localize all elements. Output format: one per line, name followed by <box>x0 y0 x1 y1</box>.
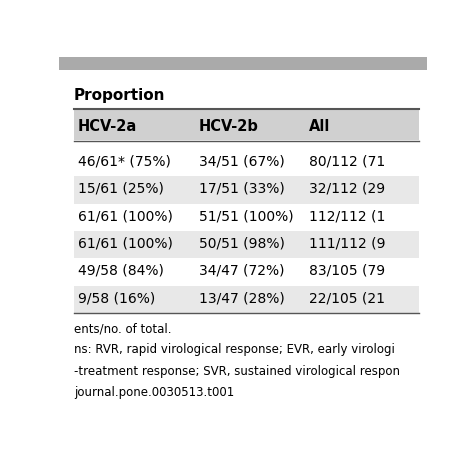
Text: 61/61 (100%): 61/61 (100%) <box>78 237 173 251</box>
Text: All: All <box>309 119 330 135</box>
FancyBboxPatch shape <box>74 176 419 204</box>
FancyBboxPatch shape <box>74 231 419 258</box>
Text: 9/58 (16%): 9/58 (16%) <box>78 292 155 305</box>
Text: 15/61 (25%): 15/61 (25%) <box>78 182 164 196</box>
Text: 83/105 (79: 83/105 (79 <box>309 264 385 278</box>
FancyBboxPatch shape <box>74 110 419 140</box>
Text: ents/no. of total.: ents/no. of total. <box>74 322 172 335</box>
Text: 22/105 (21: 22/105 (21 <box>309 292 385 305</box>
Text: 34/51 (67%): 34/51 (67%) <box>199 155 284 168</box>
Text: 32/112 (29: 32/112 (29 <box>309 182 385 196</box>
Text: 61/61 (100%): 61/61 (100%) <box>78 209 173 223</box>
Text: 50/51 (98%): 50/51 (98%) <box>199 237 285 251</box>
Text: 80/112 (71: 80/112 (71 <box>309 155 385 168</box>
FancyBboxPatch shape <box>59 57 427 70</box>
Text: 17/51 (33%): 17/51 (33%) <box>199 182 284 196</box>
Text: journal.pone.0030513.t001: journal.pone.0030513.t001 <box>74 386 234 399</box>
Text: 111/112 (9: 111/112 (9 <box>309 237 385 251</box>
Text: 34/47 (72%): 34/47 (72%) <box>199 264 284 278</box>
Text: ns: RVR, rapid virological response; EVR, early virologi: ns: RVR, rapid virological response; EVR… <box>74 343 395 356</box>
Text: 46/61* (75%): 46/61* (75%) <box>78 155 171 168</box>
FancyBboxPatch shape <box>74 286 419 313</box>
Text: Proportion: Proportion <box>74 88 165 103</box>
Text: 13/47 (28%): 13/47 (28%) <box>199 292 284 305</box>
Text: 112/112 (1: 112/112 (1 <box>309 209 385 223</box>
Text: 51/51 (100%): 51/51 (100%) <box>199 209 293 223</box>
Text: 49/58 (84%): 49/58 (84%) <box>78 264 164 278</box>
Text: HCV-2b: HCV-2b <box>199 119 259 135</box>
Text: -treatment response; SVR, sustained virological respon: -treatment response; SVR, sustained viro… <box>74 365 400 378</box>
Text: HCV-2a: HCV-2a <box>78 119 137 135</box>
